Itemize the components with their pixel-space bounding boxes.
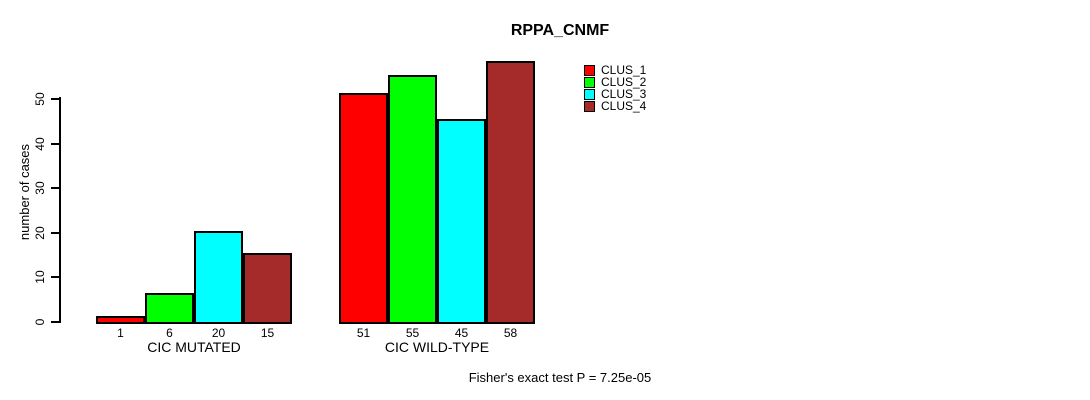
y-axis-tick: [51, 187, 59, 189]
y-axis-tick-label: 20: [33, 226, 47, 240]
bar-wild-type-clus_3: [437, 119, 486, 324]
y-axis-tick: [51, 232, 59, 234]
y-axis-tick-label: 10: [33, 270, 47, 284]
group-label-mutated: CIC MUTATED: [147, 339, 241, 355]
legend-label-clus_1: CLUS_1: [601, 63, 647, 77]
y-axis-tick: [51, 143, 59, 145]
y-axis-line: [59, 97, 61, 323]
legend-swatch-clus_1: [584, 64, 595, 76]
legend-item-clus_4: CLUS_4: [584, 100, 646, 112]
y-axis-tick: [51, 98, 59, 100]
legend-label-clus_3: CLUS_3: [601, 87, 647, 101]
legend-item-clus_3: CLUS_3: [584, 88, 646, 100]
legend-swatch-clus_2: [584, 76, 595, 88]
legend: CLUS_1 CLUS_2 CLUS_3 CLUS_4: [584, 64, 646, 112]
legend-swatch-clus_3: [584, 88, 595, 100]
y-axis-tick-label: 0: [33, 318, 47, 326]
bar-value-label: 15: [260, 326, 275, 340]
bar-value-label: 55: [405, 326, 420, 340]
y-axis-tick: [51, 321, 59, 323]
group-label-wild-type: CIC WILD-TYPE: [384, 339, 490, 355]
bar-value-label: 20: [211, 326, 226, 340]
bar-value-label: 1: [117, 326, 124, 340]
y-axis-tick-label: 30: [33, 181, 47, 195]
bar-wild-type-clus_1: [339, 93, 388, 324]
y-axis-tick: [51, 276, 59, 278]
bar-value-label: 45: [454, 326, 469, 340]
legend-item-clus_2: CLUS_2: [584, 76, 646, 88]
y-axis-tick-label: 40: [33, 137, 47, 151]
bar-mutated-clus_1: [96, 316, 145, 324]
legend-label-clus_4: CLUS_4: [601, 99, 647, 113]
bar-mutated-clus_4: [243, 253, 292, 324]
bar-value-label: 6: [166, 326, 173, 340]
bar-mutated-clus_2: [145, 293, 194, 324]
bar-mutated-clus_3: [194, 231, 243, 324]
legend-label-clus_2: CLUS_2: [601, 75, 647, 89]
bar-wild-type-clus_4: [486, 61, 535, 324]
bar-value-label: 51: [356, 326, 371, 340]
legend-swatch-clus_4: [584, 100, 595, 112]
chart-title: RPPA_CNMF: [510, 22, 610, 39]
y-axis-tick-label: 50: [33, 92, 47, 106]
legend-item-clus_1: CLUS_1: [584, 64, 646, 76]
bar-wild-type-clus_2: [388, 75, 437, 324]
bar-value-label: 58: [503, 326, 518, 340]
footer-text: Fisher's exact test P = 7.25e-05: [468, 370, 652, 385]
